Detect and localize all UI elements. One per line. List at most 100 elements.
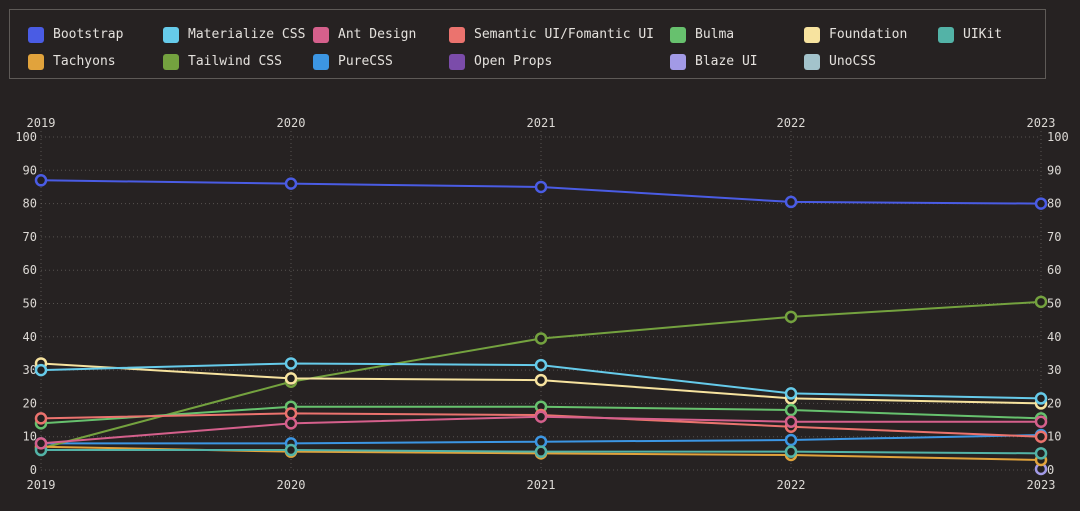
y-tick-label-right: 50 — [1047, 297, 1061, 311]
y-tick-label-left: 10 — [23, 430, 37, 444]
y-tick-label-right: 30 — [1047, 363, 1061, 377]
x-tick-label-bottom: 2023 — [1027, 478, 1056, 492]
legend-swatch-materialize-css — [163, 26, 179, 43]
data-point-purecss[interactable] — [534, 435, 548, 448]
legend-swatch-tachyons — [28, 53, 44, 70]
legend-item-purecss[interactable]: PureCSS — [313, 53, 393, 70]
data-point-materialize-css[interactable] — [1034, 392, 1048, 405]
data-point-materialize-css[interactable] — [34, 363, 48, 377]
legend-swatch-open-props — [449, 53, 465, 70]
legend-item-unocss[interactable]: UnoCSS — [804, 53, 876, 70]
legend-label: UnoCSS — [829, 54, 876, 69]
legend-label: Semantic UI/Fomantic UI — [474, 27, 655, 42]
y-tick-label-right: 40 — [1047, 330, 1061, 344]
x-tick-label-bottom: 2022 — [777, 478, 806, 492]
legend-item-bootstrap[interactable]: Bootstrap — [28, 26, 123, 43]
data-point-tailwind-css[interactable] — [534, 332, 548, 345]
data-point-foundation[interactable] — [534, 373, 548, 387]
data-point-ant-design[interactable] — [1034, 415, 1048, 428]
x-tick-label-top: 2022 — [777, 116, 806, 130]
data-point-materialize-css[interactable] — [784, 387, 798, 400]
legend-item-bulma[interactable]: Bulma — [670, 26, 734, 43]
legend-item-ant-design[interactable]: Ant Design — [313, 26, 416, 43]
data-point-purecss[interactable] — [784, 433, 798, 447]
x-tick-label-top: 2020 — [277, 116, 306, 130]
legend-label: Open Props — [474, 54, 553, 69]
y-tick-label-left: 80 — [23, 197, 37, 211]
y-tick-label-right: 70 — [1047, 230, 1061, 244]
legend-item-semantic-ui-fomantic-ui[interactable]: Semantic UI/Fomantic UI — [449, 26, 654, 43]
legend-swatch-purecss — [313, 53, 329, 70]
data-point-bootstrap[interactable] — [1034, 197, 1048, 210]
data-point-ant-design[interactable] — [34, 437, 48, 450]
data-point-tailwind-css[interactable] — [784, 310, 798, 324]
y-tick-label-right: 60 — [1047, 263, 1061, 277]
data-point-bootstrap[interactable] — [784, 195, 798, 209]
legend-swatch-foundation — [804, 26, 820, 43]
data-point-foundation[interactable] — [284, 372, 298, 385]
y-tick-label-left: 40 — [23, 330, 37, 344]
data-point-uikit[interactable] — [534, 445, 548, 458]
y-tick-label-right: 10 — [1047, 430, 1061, 444]
y-tick-label-right: 20 — [1047, 396, 1061, 410]
x-tick-label-bottom: 2019 — [27, 478, 56, 492]
data-point-uikit[interactable] — [284, 443, 298, 457]
data-point-uikit[interactable] — [1034, 447, 1048, 460]
y-tick-label-left: 90 — [23, 163, 37, 177]
legend-item-tachyons[interactable]: Tachyons — [28, 53, 116, 70]
legend-label: Foundation — [829, 27, 908, 42]
x-tick-label-top: 2021 — [527, 116, 556, 130]
data-point-bootstrap[interactable] — [34, 174, 48, 187]
legend-swatch-semantic-ui-fomantic-ui — [449, 26, 465, 43]
data-point-ant-design[interactable] — [784, 415, 798, 428]
legend-swatch-ant-design — [313, 26, 329, 43]
data-point-tailwind-css[interactable] — [1034, 295, 1048, 309]
data-point-bootstrap[interactable] — [284, 177, 298, 190]
data-point-bootstrap[interactable] — [534, 180, 548, 194]
y-tick-label-right: 100 — [1047, 130, 1069, 144]
data-point-ant-design[interactable] — [534, 410, 548, 423]
legend-item-materialize-css[interactable]: Materialize CSS — [163, 26, 305, 43]
legend: Bootstrap Materialize CSS Ant Design Semant… — [9, 9, 1046, 79]
x-tick-label-bottom: 2021 — [527, 478, 556, 492]
legend-swatch-blaze-ui — [670, 53, 686, 70]
legend-item-tailwind-css[interactable]: Tailwind CSS — [163, 53, 282, 70]
legend-label: Bulma — [695, 27, 735, 42]
y-tick-label-left: 60 — [23, 263, 37, 277]
legend-item-uikit[interactable]: UIKit — [938, 26, 1002, 43]
data-point-materialize-css[interactable] — [534, 358, 548, 372]
data-point-materialize-css[interactable] — [284, 357, 298, 370]
legend-label: UIKit — [963, 27, 1003, 42]
legend-label: Tailwind CSS — [188, 54, 282, 69]
data-point-semantic-ui-fomantic-ui[interactable] — [284, 407, 298, 420]
legend-item-open-props[interactable]: Open Props — [449, 53, 552, 70]
data-point-semantic-ui-fomantic-ui[interactable] — [34, 412, 48, 425]
data-point-ant-design[interactable] — [284, 417, 298, 430]
data-point-semantic-ui-fomantic-ui[interactable] — [1034, 430, 1048, 443]
legend-swatch-uikit — [938, 26, 954, 43]
y-tick-label-left: 0 — [30, 463, 37, 477]
data-point-uikit[interactable] — [784, 445, 798, 458]
legend-item-foundation[interactable]: Foundation — [804, 26, 907, 43]
y-tick-label-left: 50 — [23, 297, 37, 311]
legend-swatch-bulma — [670, 26, 686, 43]
legend-label: Tachyons — [53, 54, 116, 69]
legend-label: Materialize CSS — [188, 27, 306, 42]
x-tick-label-bottom: 2020 — [277, 478, 306, 492]
y-tick-label-left: 30 — [23, 363, 37, 377]
legend-swatch-bootstrap — [28, 26, 44, 43]
y-tick-label-left: 20 — [23, 396, 37, 410]
x-tick-label-top: 2023 — [1027, 116, 1056, 130]
y-tick-label-left: 100 — [15, 130, 37, 144]
x-tick-label-top: 2019 — [27, 116, 56, 130]
legend-label: Blaze UI — [695, 54, 758, 69]
legend-item-blaze-ui[interactable]: Blaze UI — [670, 53, 758, 70]
legend-label: PureCSS — [338, 54, 393, 69]
legend-label: Ant Design — [338, 27, 417, 42]
y-tick-label-right: 80 — [1047, 197, 1061, 211]
legend-swatch-unocss — [804, 53, 820, 70]
y-tick-label-right: 0 — [1047, 463, 1054, 477]
y-tick-label-left: 70 — [23, 230, 37, 244]
data-point-bulma[interactable] — [784, 403, 798, 417]
